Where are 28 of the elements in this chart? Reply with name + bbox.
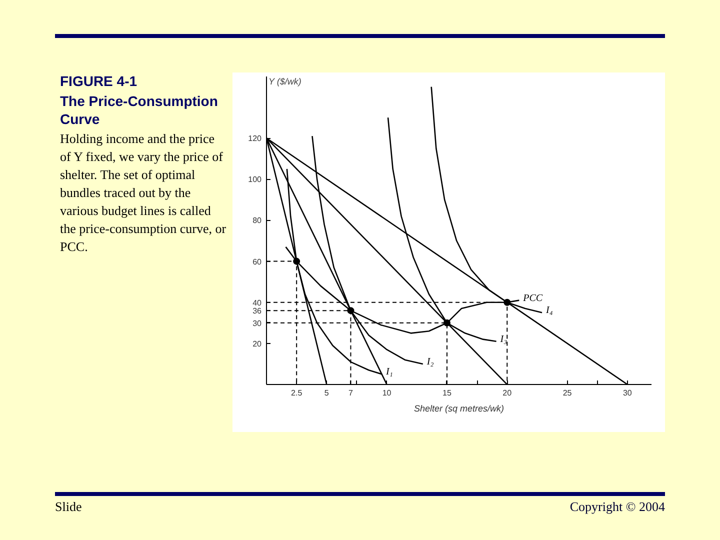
x-tick-label: 5 — [324, 388, 330, 398]
series-label: I₄ — [545, 305, 554, 316]
text: Holding income and the price of Y fixed, we vary the price of shelter. The set of optimal bundles traced out by the various budget lines is called the price-consumption curve, or PCC. — [60, 130, 228, 256]
x-tick-label: 25 — [562, 388, 572, 398]
x-tick-label: 7 — [348, 388, 354, 398]
x-tick-label: 2.5 — [291, 388, 303, 398]
y-axis-title: Y ($/wk) — [268, 76, 302, 86]
y-tick-label: 80 — [252, 216, 262, 226]
y-tick-label: 20 — [252, 339, 262, 348]
y-tick-label: 100 — [248, 175, 262, 184]
series-label: PCC — [522, 292, 543, 304]
text: Slide — [55, 498, 82, 516]
series-label: I₃ — [499, 334, 508, 345]
x-tick-label: 30 — [622, 388, 632, 398]
text: The Price-Consumption Curve — [60, 92, 219, 128]
text: FIGURE 4-1 — [60, 72, 138, 90]
y-tick-label: 30 — [252, 318, 262, 328]
y-tick-label: 40 — [252, 298, 262, 308]
x-tick-label: 20 — [502, 388, 512, 398]
x-tick-label: 15 — [442, 388, 452, 398]
series-label: I₁ — [385, 366, 393, 378]
y-tick-label: 36 — [252, 306, 262, 316]
text: Copyright © 2004 — [570, 498, 665, 516]
y-tick-label: 120 — [248, 134, 262, 144]
series-label: I₂ — [426, 356, 434, 368]
x-axis-title: Shelter (sq metres/wk) — [414, 404, 504, 414]
y-tick-label: 60 — [252, 257, 262, 266]
x-tick-label: 10 — [382, 388, 392, 398]
